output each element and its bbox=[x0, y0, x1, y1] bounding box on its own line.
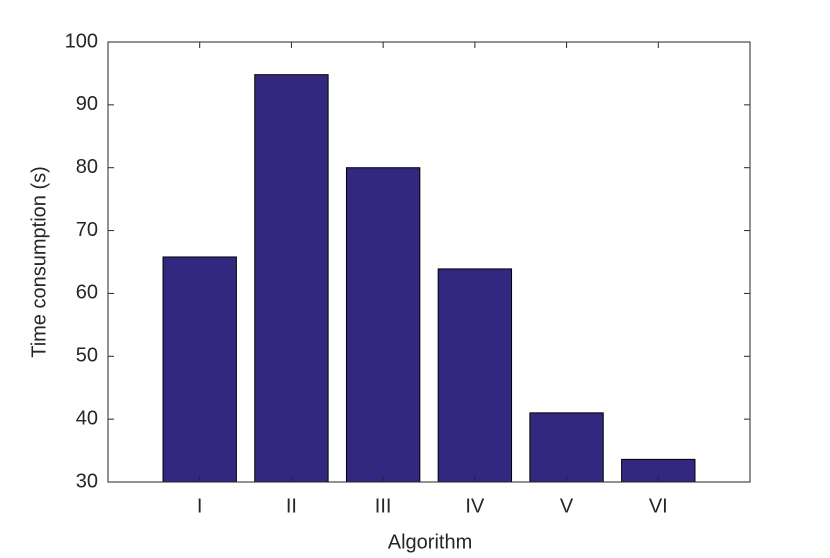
bar bbox=[254, 74, 329, 483]
y-tick-label: 30 bbox=[76, 470, 98, 492]
bar bbox=[437, 268, 513, 483]
x-tick-label: VI bbox=[649, 495, 668, 517]
bar bbox=[345, 167, 421, 483]
x-tick-label: I bbox=[197, 495, 203, 517]
bar bbox=[529, 412, 604, 483]
x-tick-label: V bbox=[560, 495, 574, 517]
x-tick-label: III bbox=[375, 495, 392, 517]
y-tick-label: 60 bbox=[76, 282, 98, 304]
y-tick-label: 80 bbox=[76, 156, 98, 178]
y-axis-label: Time consumption (s) bbox=[28, 166, 50, 358]
bar bbox=[162, 256, 237, 483]
y-tick-label: 40 bbox=[76, 407, 98, 429]
x-tick-label: IV bbox=[465, 495, 485, 517]
y-tick-label: 50 bbox=[76, 345, 98, 367]
y-tick-label: 100 bbox=[65, 30, 98, 52]
y-tick-label: 90 bbox=[76, 93, 98, 115]
axes-box bbox=[107, 41, 751, 483]
x-axis-label: Algorithm bbox=[388, 531, 472, 553]
y-tick-label: 70 bbox=[76, 219, 98, 241]
x-tick-label: II bbox=[286, 495, 297, 517]
